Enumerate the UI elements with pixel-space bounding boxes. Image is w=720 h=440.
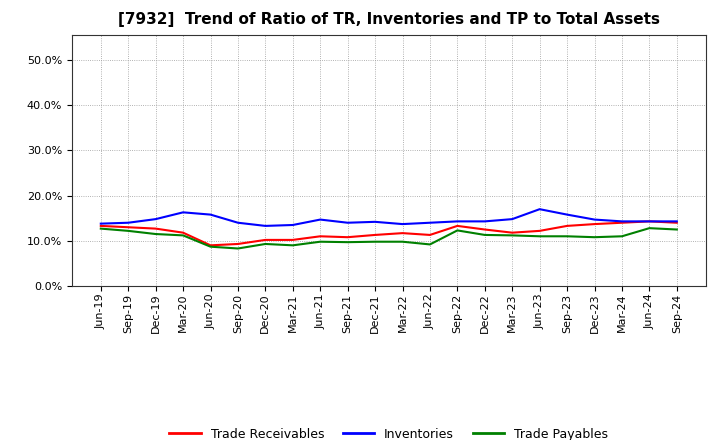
Trade Receivables xyxy=(151,226,160,231)
Trade Receivables xyxy=(96,223,105,228)
Trade Receivables xyxy=(233,241,242,246)
Trade Receivables xyxy=(426,232,434,238)
Line: Trade Payables: Trade Payables xyxy=(101,228,677,249)
Trade Payables xyxy=(206,244,215,249)
Inventories xyxy=(206,212,215,217)
Trade Payables xyxy=(179,233,187,238)
Trade Payables xyxy=(371,239,379,244)
Inventories xyxy=(179,210,187,215)
Inventories xyxy=(343,220,352,225)
Inventories xyxy=(645,219,654,224)
Trade Payables xyxy=(590,235,599,240)
Trade Receivables xyxy=(672,220,681,225)
Inventories xyxy=(563,212,572,217)
Inventories xyxy=(672,219,681,224)
Line: Inventories: Inventories xyxy=(101,209,677,226)
Trade Receivables xyxy=(398,231,407,236)
Trade Receivables xyxy=(206,243,215,248)
Inventories xyxy=(536,206,544,212)
Trade Receivables xyxy=(261,237,270,242)
Trade Payables xyxy=(124,228,132,234)
Title: [7932]  Trend of Ratio of TR, Inventories and TP to Total Assets: [7932] Trend of Ratio of TR, Inventories… xyxy=(118,12,660,27)
Trade Receivables xyxy=(508,230,516,235)
Trade Receivables xyxy=(645,219,654,224)
Inventories xyxy=(96,221,105,226)
Trade Receivables xyxy=(563,223,572,228)
Trade Payables xyxy=(618,234,626,239)
Trade Payables xyxy=(563,234,572,239)
Trade Receivables xyxy=(124,224,132,230)
Trade Payables xyxy=(508,233,516,238)
Trade Receivables xyxy=(343,235,352,240)
Trade Payables xyxy=(233,246,242,251)
Trade Payables xyxy=(96,226,105,231)
Inventories xyxy=(261,223,270,228)
Trade Payables xyxy=(343,239,352,245)
Trade Receivables xyxy=(289,237,297,242)
Inventories xyxy=(426,220,434,225)
Inventories xyxy=(371,219,379,224)
Trade Payables xyxy=(398,239,407,244)
Trade Payables xyxy=(645,226,654,231)
Trade Payables xyxy=(151,231,160,237)
Inventories xyxy=(480,219,489,224)
Trade Receivables xyxy=(316,234,325,239)
Trade Payables xyxy=(536,234,544,239)
Trade Receivables xyxy=(371,232,379,238)
Inventories xyxy=(618,219,626,224)
Inventories xyxy=(398,221,407,227)
Trade Payables xyxy=(426,242,434,247)
Inventories xyxy=(151,216,160,222)
Inventories xyxy=(316,217,325,222)
Trade Payables xyxy=(480,232,489,238)
Trade Receivables xyxy=(618,220,626,225)
Trade Receivables xyxy=(480,227,489,232)
Trade Payables xyxy=(316,239,325,244)
Line: Trade Receivables: Trade Receivables xyxy=(101,221,677,246)
Inventories xyxy=(590,217,599,222)
Inventories xyxy=(289,222,297,227)
Trade Payables xyxy=(261,241,270,246)
Inventories xyxy=(508,216,516,222)
Trade Receivables xyxy=(590,221,599,227)
Trade Payables xyxy=(453,228,462,233)
Trade Receivables xyxy=(179,230,187,235)
Trade Payables xyxy=(289,243,297,248)
Inventories xyxy=(124,220,132,225)
Trade Payables xyxy=(672,227,681,232)
Trade Receivables xyxy=(453,223,462,228)
Inventories xyxy=(453,219,462,224)
Legend: Trade Receivables, Inventories, Trade Payables: Trade Receivables, Inventories, Trade Pa… xyxy=(164,423,613,440)
Trade Receivables xyxy=(536,228,544,234)
Inventories xyxy=(233,220,242,225)
